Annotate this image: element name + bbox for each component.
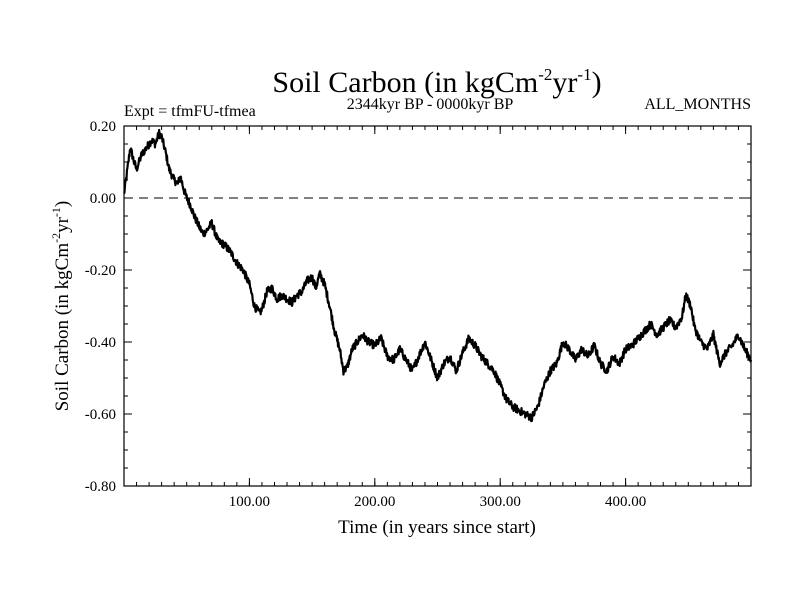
plot-frame (123, 125, 752, 487)
chart-title: Soil Carbon (in kgCm-2yr-1) (272, 65, 601, 99)
subtitle-experiment: Expt = tfmFU-tfmea (124, 103, 256, 120)
x-tick-label: 400.00 (605, 494, 646, 510)
series-line-soil-carbon (123, 128, 753, 423)
x-tick-label: 100.00 (229, 494, 270, 510)
y-tick-label: -0.60 (85, 407, 116, 423)
y-tick-label: 0.20 (90, 119, 116, 135)
subtitle-period: 2344kyr BP - 0000kyr BP (347, 96, 514, 113)
x-tick-label: 200.00 (354, 494, 395, 510)
axis-ticks (124, 125, 751, 487)
y-axis-label: Soil Carbon (in kgCm-2yr-1) (49, 201, 73, 412)
x-tick-label: 300.00 (480, 494, 521, 510)
x-axis-label: Time (in years since start) (338, 517, 536, 538)
axis-tick-labels: 100.00 200.00 300.00 400.00 0.20 0.00 -0.20 -0.… (85, 119, 646, 510)
subtitle-months: ALL_MONTHS (644, 96, 751, 113)
y-tick-label: -0.80 (85, 479, 116, 495)
y-tick-label: -0.20 (85, 263, 116, 279)
y-tick-label: 0.00 (90, 191, 116, 207)
y-tick-label: -0.40 (85, 335, 116, 351)
